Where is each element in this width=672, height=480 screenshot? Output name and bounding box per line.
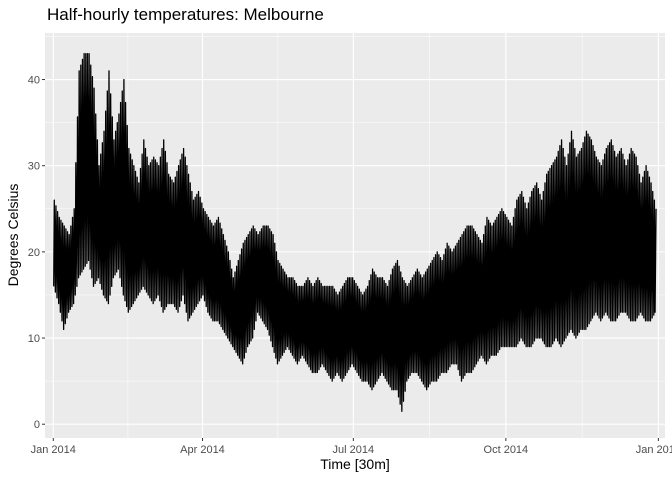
y-axis-title: Degrees Celsius: [5, 184, 21, 287]
x-axis-title: Time [30m]: [320, 456, 390, 472]
series-line-group: [53, 53, 657, 412]
x-tick-label: Jan 2014: [31, 444, 76, 456]
y-tick-label: 10: [28, 333, 40, 345]
x-tick-label: Apr 2014: [180, 444, 225, 456]
y-tick-label: 20: [28, 247, 40, 259]
x-tick-label: Jul 2014: [333, 444, 375, 456]
y-tick-label: 0: [34, 419, 40, 431]
chart-title: Half-hourly temperatures: Melbourne: [47, 5, 324, 24]
x-tick-label: Oct 2014: [484, 444, 529, 456]
y-axis-ticks: 0 10 20 30 40: [28, 75, 45, 431]
temperature-series-line: [53, 53, 657, 412]
y-tick-label: 40: [28, 75, 40, 87]
x-axis-ticks: Jan 2014 Apr 2014 Jul 2014 Oct 2014 Jan 2015: [31, 438, 672, 456]
y-tick-label: 30: [28, 161, 40, 173]
x-tick-label: Jan 2015: [636, 444, 672, 456]
